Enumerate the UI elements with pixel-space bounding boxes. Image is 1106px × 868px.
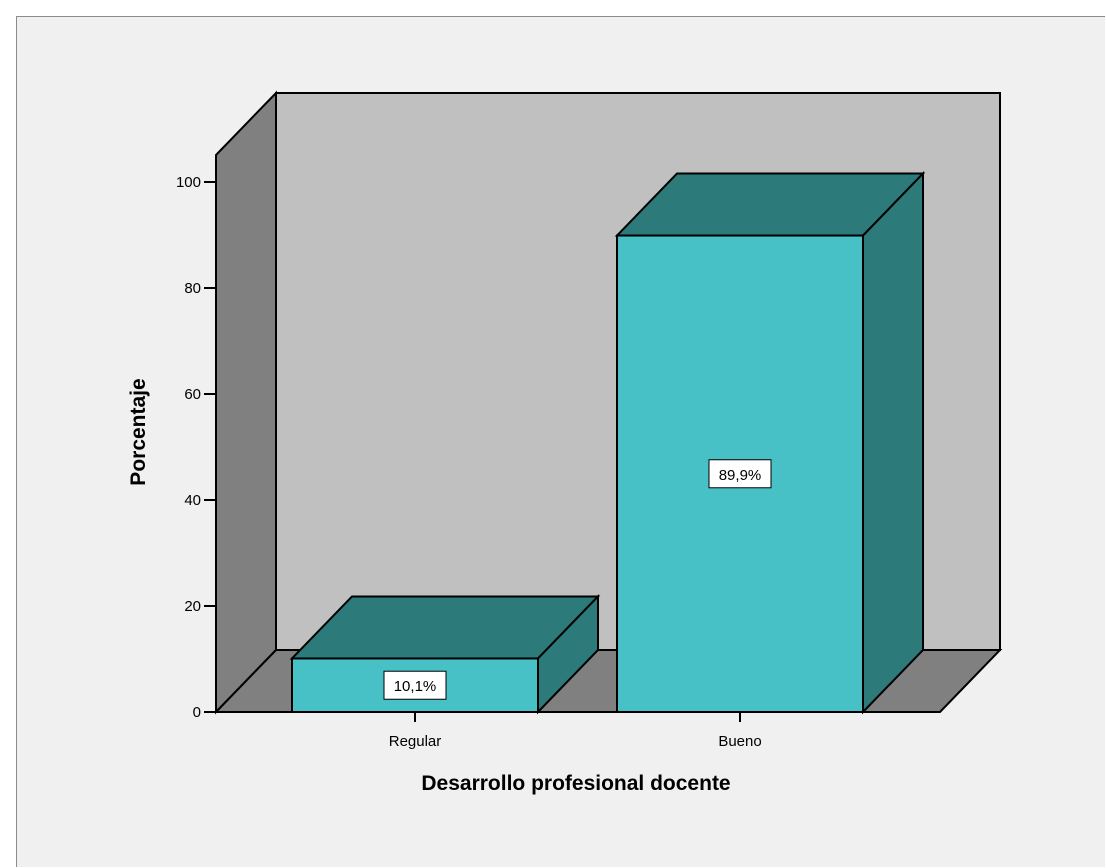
y-tick-label: 80 (184, 280, 201, 297)
bar-side-face (862, 171, 924, 715)
y-axis-title: Porcentaje (127, 378, 150, 485)
y-axis: 0 20 40 60 80 100 (176, 174, 216, 721)
x-tick-label: Bueno (718, 733, 761, 750)
side-wall (215, 90, 277, 715)
bar-bueno: 89,9% (614, 171, 926, 715)
y-tick-label: 60 (184, 386, 201, 403)
y-tick-label: 0 (193, 704, 201, 721)
x-tick-label: Regular (389, 733, 442, 750)
bars: 10,1% 89,9% (289, 171, 926, 715)
data-label-box (383, 670, 447, 700)
data-label: 89,9% (719, 467, 762, 484)
data-label: 10,1% (394, 678, 437, 695)
y-tick-label: 40 (184, 492, 201, 509)
x-axis-title: Desarrollo profesional docente (421, 772, 730, 795)
data-label-box (708, 459, 772, 489)
y-tick-label: 100 (176, 174, 201, 191)
bar-regular: 10,1% (289, 593, 601, 715)
x-axis: Regular Bueno (389, 712, 762, 750)
y-tick-label: 20 (184, 598, 201, 615)
